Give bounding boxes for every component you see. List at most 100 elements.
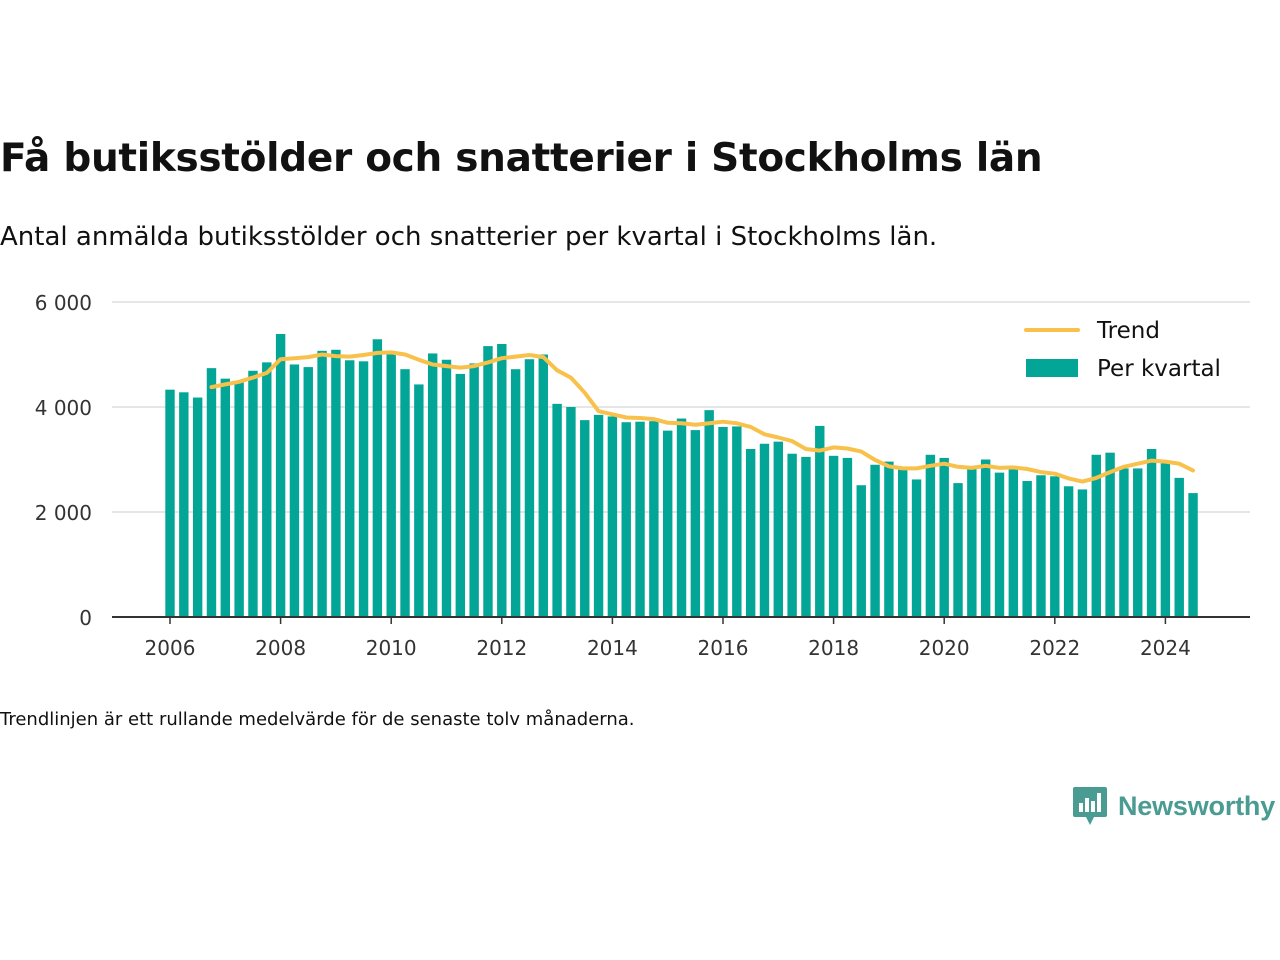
bar: [787, 453, 797, 617]
bar: [220, 378, 230, 617]
bar: [870, 464, 880, 617]
bar: [842, 457, 853, 617]
newsworthy-logo-icon: [1073, 787, 1107, 825]
bar: [1160, 463, 1171, 617]
bar: [345, 360, 355, 617]
bar: [1119, 468, 1129, 617]
bar: [1133, 468, 1143, 617]
bar: [206, 368, 217, 617]
bar: [192, 397, 203, 617]
bar: [953, 483, 963, 617]
x-tick-label: 2010: [366, 636, 417, 660]
bar: [538, 354, 548, 617]
bar: [593, 414, 604, 617]
bar: [372, 339, 383, 617]
page-title: Få butiksstölder och snatterier i Stockh…: [0, 136, 1043, 181]
bar: [289, 364, 300, 617]
bar: [649, 421, 659, 617]
bar: [828, 455, 839, 617]
bar: [898, 469, 908, 617]
bar: [967, 467, 977, 617]
bar: [773, 441, 783, 617]
x-tick-label: 2022: [1029, 636, 1080, 660]
bar: [815, 425, 825, 617]
bar: [759, 443, 770, 617]
x-tick-label: 2020: [919, 636, 970, 660]
bar: [911, 479, 922, 617]
bar: [1008, 468, 1019, 617]
legend-label-bars: Per kvartal: [1097, 356, 1221, 382]
bar: [441, 359, 452, 617]
bar: [718, 426, 728, 617]
bar: [179, 392, 189, 617]
bar: [234, 382, 244, 617]
bar: [884, 461, 894, 617]
bar: [704, 410, 714, 617]
chart-note: Trendlinjen är ett rullande medelvärde f…: [0, 709, 635, 730]
bar: [732, 426, 742, 617]
y-tick-label: 4 000: [35, 396, 92, 420]
bar: [1146, 449, 1157, 617]
bar: [580, 420, 590, 617]
bar: [469, 363, 479, 617]
bar: [1022, 481, 1032, 617]
bar: [980, 459, 991, 617]
y-tick-label: 6 000: [35, 291, 92, 315]
bar: [400, 369, 410, 617]
bar: [317, 350, 327, 617]
bar: [635, 421, 645, 617]
bar: [925, 454, 936, 617]
bar: [621, 422, 631, 617]
brand-logo: Newsworthy: [1072, 784, 1275, 828]
bar: [524, 359, 535, 617]
bar: [663, 430, 673, 617]
x-tick-label: 2018: [808, 636, 859, 660]
bar: [165, 389, 175, 617]
bar: [262, 362, 272, 617]
bar: [1188, 493, 1198, 617]
bar: [1063, 486, 1074, 617]
bar-chart: 0 2 000 4 000 6 000 2006 2008 2010 2012 2014 2016…: [35, 291, 1250, 660]
bar: [1091, 454, 1101, 617]
bar: [358, 361, 369, 617]
x-tick-label: 2006: [145, 636, 196, 660]
bar: [566, 407, 576, 617]
brand-name: Newsworthy: [1118, 790, 1276, 821]
bar: [510, 369, 521, 617]
bar: [690, 430, 701, 617]
legend-swatch-bars: [1026, 359, 1078, 377]
bar: [1105, 452, 1115, 617]
x-tick-label: 2016: [698, 636, 749, 660]
legend-label-trend: Trend: [1096, 318, 1160, 344]
bar: [745, 449, 756, 617]
bar: [552, 403, 562, 617]
y-tick-label: 0: [79, 606, 92, 630]
x-tick-label: 2014: [587, 636, 638, 660]
bar: [386, 353, 396, 617]
bar: [1036, 475, 1046, 617]
bar: [497, 344, 507, 617]
bar: [994, 472, 1005, 617]
bar: [856, 485, 866, 617]
x-tick-label: 2008: [255, 636, 306, 660]
trend-line: [209, 350, 1195, 484]
bar: [427, 353, 438, 617]
bar: [1077, 489, 1088, 617]
x-tick-label: 2024: [1140, 636, 1191, 660]
bar: [483, 346, 493, 617]
bar: [455, 373, 466, 617]
bar: [1174, 477, 1184, 617]
bar: [1050, 476, 1060, 617]
x-tick-label: 2012: [476, 636, 527, 660]
bar: [939, 457, 949, 617]
bar: [275, 334, 286, 617]
page-subtitle: Antal anmälda butiksstölder och snatteri…: [0, 222, 938, 252]
bar: [248, 370, 258, 617]
bar: [303, 367, 313, 617]
bar: [414, 384, 424, 617]
y-tick-label: 2 000: [35, 501, 92, 525]
bar: [801, 456, 811, 617]
bar: [607, 416, 618, 617]
bar: [676, 418, 687, 617]
